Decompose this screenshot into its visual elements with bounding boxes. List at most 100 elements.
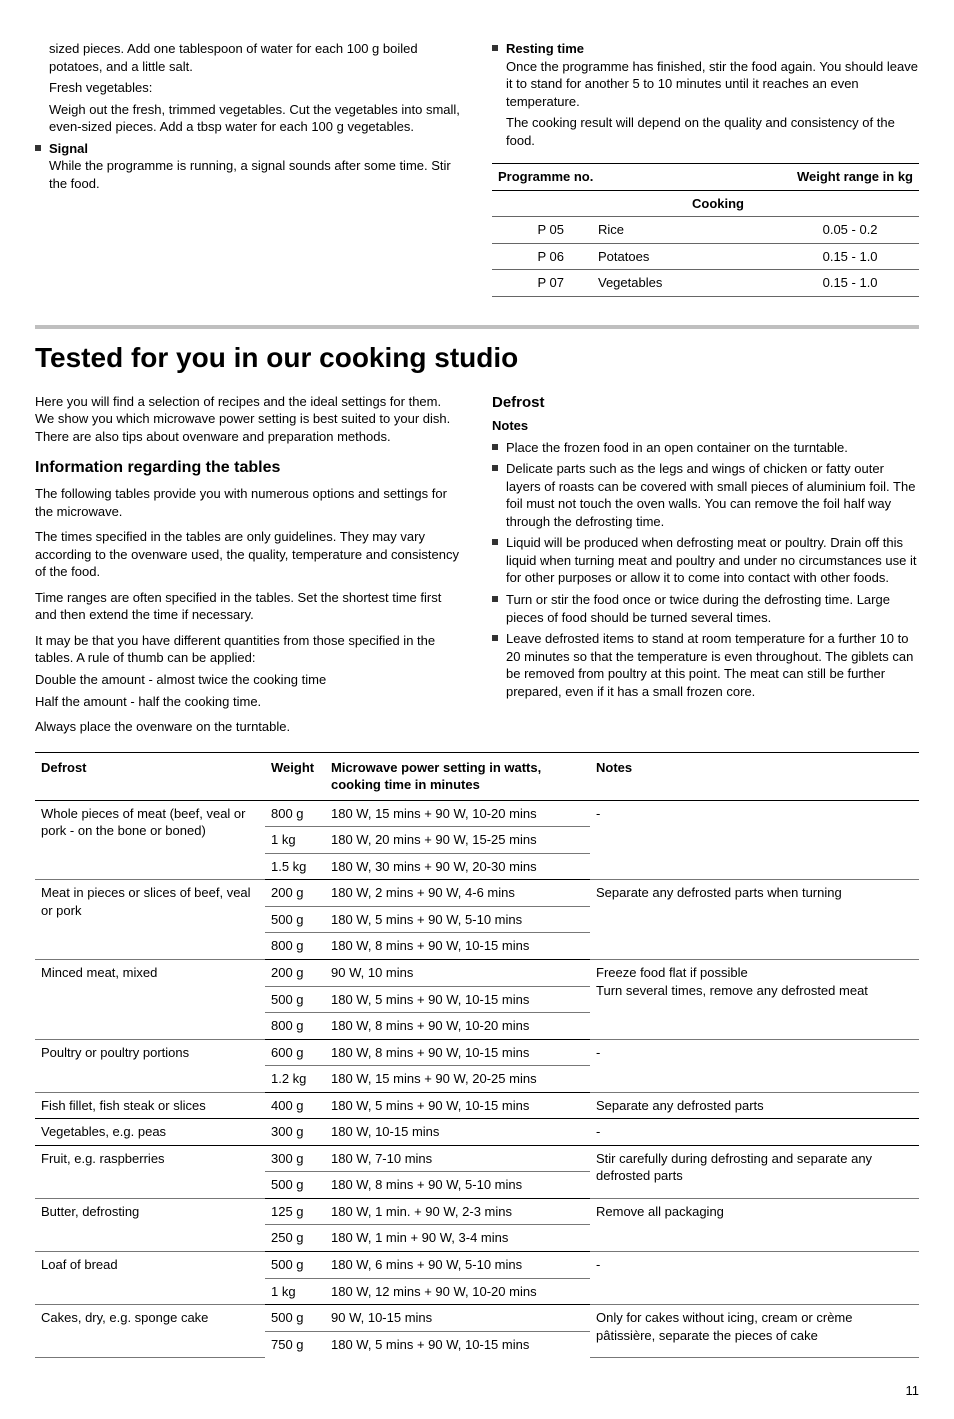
defrost-note-cell: Separate any defrosted parts when turnin…: [590, 880, 919, 960]
defrost-weight: 800 g: [265, 933, 325, 960]
defrost-note: Liquid will be produced when defrosting …: [492, 534, 919, 587]
defrost-power: 180 W, 8 mins + 90 W, 5-10 mins: [325, 1172, 590, 1199]
prog-item: Potatoes: [592, 243, 773, 270]
defrost-item: Minced meat, mixed: [35, 959, 265, 1039]
info-p1: The following tables provide you with nu…: [35, 485, 462, 520]
prog-item: Vegetables: [592, 270, 773, 297]
defrost-note-cell: -: [590, 1039, 919, 1092]
signal-body: While the programme is running, a signal…: [49, 157, 462, 192]
defrost-weight: 500 g: [265, 906, 325, 933]
defrost-weight: 1 kg: [265, 1278, 325, 1305]
defrost-note-cell: -: [590, 800, 919, 880]
defrost-note-text: Leave defrosted items to stand at room t…: [506, 630, 919, 700]
defrost-row: Whole pieces of meat (beef, veal or pork…: [35, 800, 919, 827]
defrost-weight: 200 g: [265, 959, 325, 986]
defrost-weight: 400 g: [265, 1092, 325, 1119]
defrost-power: 90 W, 10-15 mins: [325, 1305, 590, 1332]
bullet-square-icon: [492, 539, 498, 545]
defrost-weight: 800 g: [265, 1013, 325, 1040]
defrost-note: Turn or stir the food once or twice duri…: [492, 591, 919, 626]
dh-weight: Weight: [265, 752, 325, 800]
section-divider: [35, 325, 919, 329]
defrost-weight: 500 g: [265, 1305, 325, 1332]
dh-power: Microwave power setting in watts, cookin…: [325, 752, 590, 800]
defrost-note-cell: Separate any defrosted parts: [590, 1092, 919, 1119]
resting-time-p1: Once the programme has finished, stir th…: [506, 58, 919, 111]
resting-time-p2: The cooking result will depend on the qu…: [506, 114, 919, 149]
defrost-weight: 500 g: [265, 1172, 325, 1199]
prog-no: P 07: [492, 270, 592, 297]
defrost-power: 180 W, 6 mins + 90 W, 5-10 mins: [325, 1252, 590, 1279]
resting-time-bullet: Resting time Once the programme has fini…: [492, 40, 919, 153]
defrost-note-text: Place the frozen food in an open contain…: [506, 439, 919, 457]
prog-subheading: Cooking: [592, 190, 773, 217]
defrost-power: 180 W, 12 mins + 90 W, 10-20 mins: [325, 1278, 590, 1305]
defrost-power: 180 W, 5 mins + 90 W, 10-15 mins: [325, 1092, 590, 1119]
defrost-weight: 600 g: [265, 1039, 325, 1066]
bullet-square-icon: [492, 635, 498, 641]
defrost-power: 180 W, 8 mins + 90 W, 10-20 mins: [325, 1013, 590, 1040]
signal-bullet: Signal While the programme is running, a…: [35, 140, 462, 197]
defrost-row: Vegetables, e.g. peas300 g180 W, 10-15 m…: [35, 1119, 919, 1146]
info-p5: Always place the ovenware on the turntab…: [35, 718, 462, 736]
bullet-square-icon: [35, 145, 41, 151]
defrost-note-cell: Only for cakes without icing, cream or c…: [590, 1305, 919, 1358]
defrost-power: 180 W, 5 mins + 90 W, 10-15 mins: [325, 1331, 590, 1357]
programme-row: P 05Rice0.05 - 0.2: [492, 217, 919, 244]
bullet-square-icon: [492, 444, 498, 450]
defrost-weight: 750 g: [265, 1331, 325, 1357]
defrost-weight: 1.5 kg: [265, 853, 325, 880]
defrost-right: Defrost Notes Place the frozen food in a…: [492, 393, 919, 740]
bullet-square-icon: [492, 596, 498, 602]
defrost-power: 180 W, 15 mins + 90 W, 10-20 mins: [325, 800, 590, 827]
info-p4a: It may be that you have different quanti…: [35, 632, 462, 667]
defrost-power: 180 W, 10-15 mins: [325, 1119, 590, 1146]
defrost-item: Fish fillet, fish steak or slices: [35, 1092, 265, 1119]
info-p4b: Double the amount - almost twice the coo…: [35, 671, 462, 689]
signal-heading: Signal: [49, 141, 88, 156]
defrost-note-cell: -: [590, 1252, 919, 1305]
prog-range: 0.15 - 1.0: [773, 243, 919, 270]
defrost-power: 180 W, 5 mins + 90 W, 10-15 mins: [325, 986, 590, 1013]
defrost-power: 180 W, 7-10 mins: [325, 1145, 590, 1172]
defrost-note-text: Turn or stir the food once or twice duri…: [506, 591, 919, 626]
top-left-text: sized pieces. Add one tablespoon of wate…: [49, 40, 462, 136]
info-p3: Time ranges are often specified in the t…: [35, 589, 462, 624]
defrost-notes-list: Place the frozen food in an open contain…: [492, 439, 919, 701]
notes-label: Notes: [492, 417, 919, 435]
defrost-item: Loaf of bread: [35, 1252, 265, 1305]
dh-notes: Notes: [590, 752, 919, 800]
prog-no: P 05: [492, 217, 592, 244]
defrost-weight: 250 g: [265, 1225, 325, 1252]
defrost-row: Cakes, dry, e.g. sponge cake500 g90 W, 1…: [35, 1305, 919, 1332]
defrost-weight: 800 g: [265, 800, 325, 827]
defrost-power: 180 W, 15 mins + 90 W, 20-25 mins: [325, 1066, 590, 1093]
defrost-weight: 300 g: [265, 1119, 325, 1146]
defrost-row: Fish fillet, fish steak or slices400 g18…: [35, 1092, 919, 1119]
defrost-power: 180 W, 1 min. + 90 W, 2-3 mins: [325, 1198, 590, 1225]
defrost-row: Fruit, e.g. raspberries300 g180 W, 7-10 …: [35, 1145, 919, 1172]
defrost-power: 90 W, 10 mins: [325, 959, 590, 986]
defrost-item: Vegetables, e.g. peas: [35, 1119, 265, 1146]
defrost-row: Minced meat, mixed200 g90 W, 10 minsFree…: [35, 959, 919, 986]
prog-item: Rice: [592, 217, 773, 244]
intro-paragraph: Here you will find a selection of recipe…: [35, 393, 462, 446]
defrost-note: Leave defrosted items to stand at room t…: [492, 630, 919, 700]
boiled-potatoes-tail: sized pieces. Add one tablespoon of wate…: [49, 40, 462, 75]
defrost-power: 180 W, 8 mins + 90 W, 10-15 mins: [325, 1039, 590, 1066]
defrost-row: Poultry or poultry portions600 g180 W, 8…: [35, 1039, 919, 1066]
top-right-col: Resting time Once the programme has fini…: [492, 40, 919, 297]
defrost-item: Cakes, dry, e.g. sponge cake: [35, 1305, 265, 1358]
defrost-weight: 1.2 kg: [265, 1066, 325, 1093]
defrost-item: Meat in pieces or slices of beef, veal o…: [35, 880, 265, 960]
defrost-power: 180 W, 30 mins + 90 W, 20-30 mins: [325, 853, 590, 880]
info-p2: The times specified in the tables are on…: [35, 528, 462, 581]
defrost-item: Poultry or poultry portions: [35, 1039, 265, 1092]
defrost-power: 180 W, 5 mins + 90 W, 5-10 mins: [325, 906, 590, 933]
defrost-note-text: Delicate parts such as the legs and wing…: [506, 460, 919, 530]
info-heading: Information regarding the tables: [35, 457, 462, 479]
defrost-weight: 125 g: [265, 1198, 325, 1225]
prog-range: 0.05 - 0.2: [773, 217, 919, 244]
programme-row: P 07Vegetables0.15 - 1.0: [492, 270, 919, 297]
top-continuation: sized pieces. Add one tablespoon of wate…: [35, 40, 919, 297]
